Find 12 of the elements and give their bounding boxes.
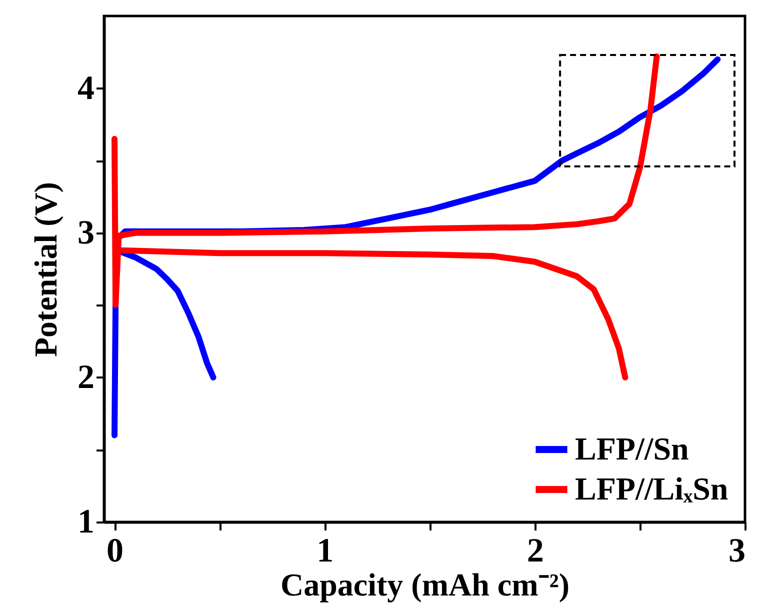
legend-label: LFP//Sn [575, 430, 690, 466]
y-tick-label: 4 [78, 70, 94, 107]
x-tick-label: 1 [316, 532, 334, 570]
y-tick-label: 2 [78, 358, 94, 396]
y-tick-label: 3 [78, 214, 94, 252]
x-axis-title: Capacity (mAh cm⁻²) [280, 566, 570, 602]
y-tick-label: 1 [78, 504, 94, 540]
x-tick-label: 2 [526, 532, 544, 570]
x-tick-label: 0 [106, 532, 124, 570]
legend-label: LFP//LiₓSn [575, 470, 728, 506]
y-axis-title: Potential (V) [28, 182, 64, 358]
x-tick-label: 3 [728, 532, 746, 570]
